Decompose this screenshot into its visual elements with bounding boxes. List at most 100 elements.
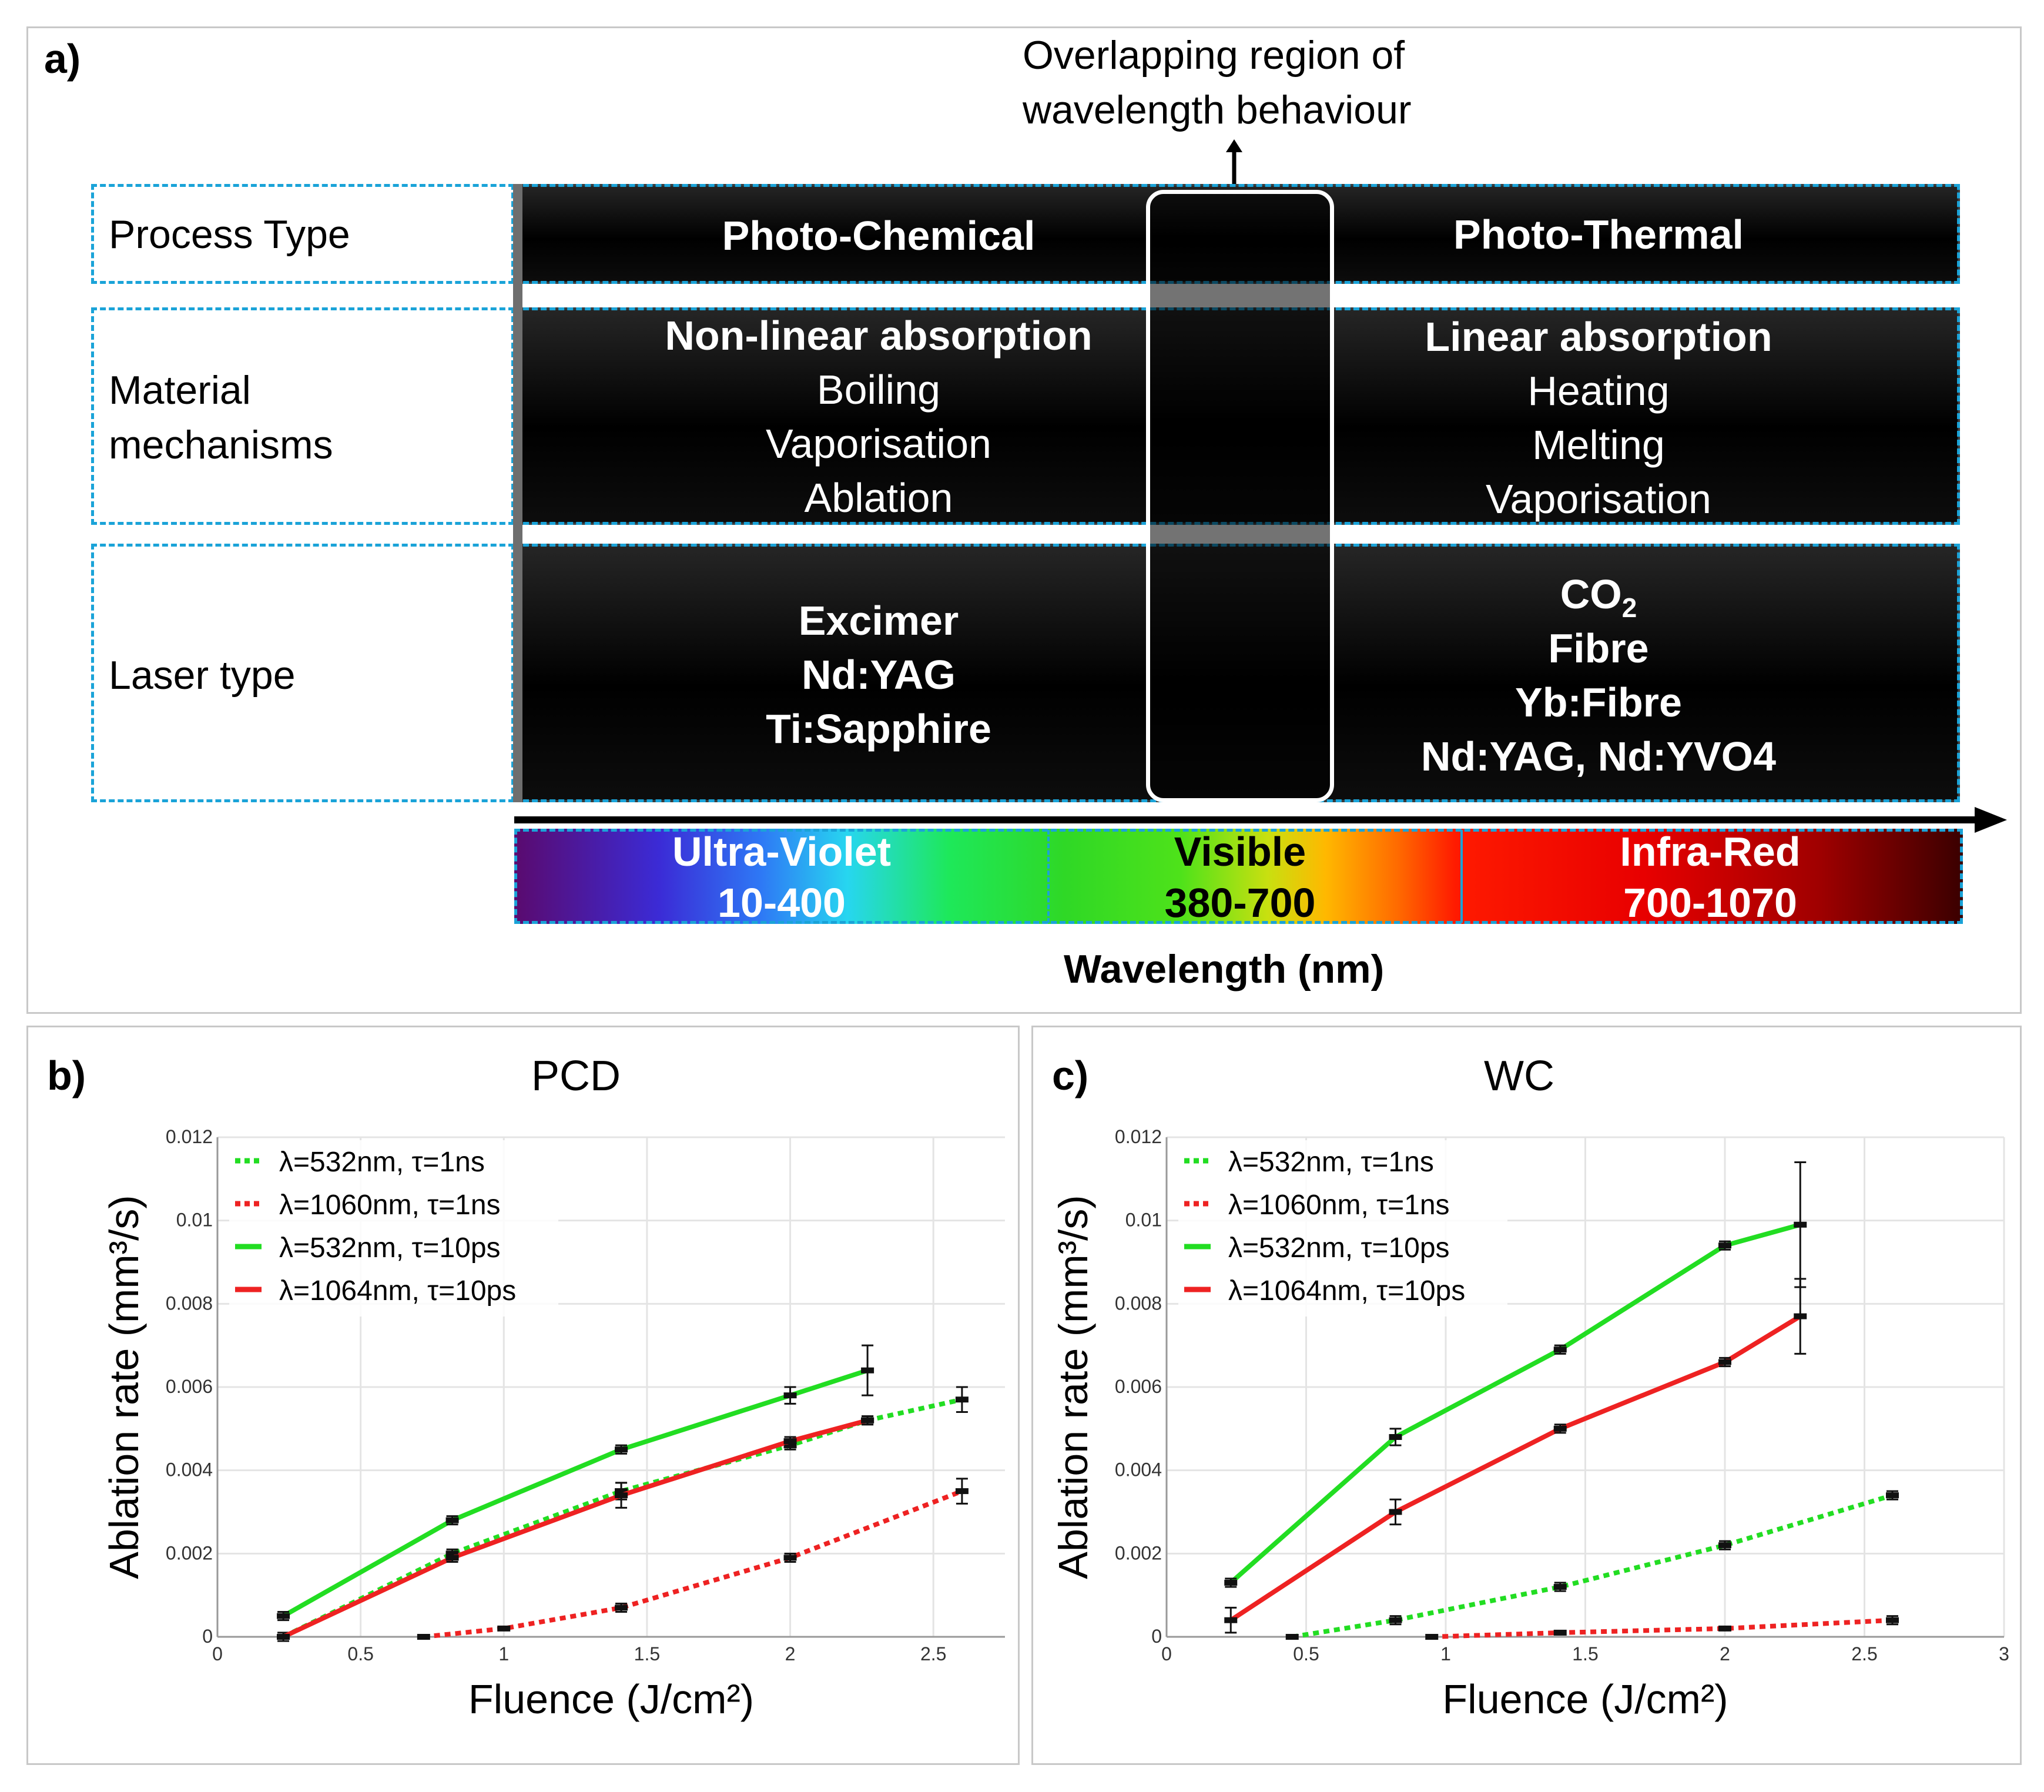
data-point bbox=[1718, 1542, 1731, 1549]
data-point bbox=[1794, 1313, 1807, 1319]
spectrum-ir-name: Infra-Red bbox=[1620, 829, 1801, 875]
mech-right-2: Heating bbox=[1527, 368, 1670, 414]
overlap-arrow bbox=[1226, 139, 1242, 190]
y-tick-label: 0.002 bbox=[1115, 1542, 1162, 1563]
row-label-laser: Laser type bbox=[109, 653, 296, 698]
data-point bbox=[417, 1634, 430, 1640]
series-line bbox=[282, 1368, 869, 1619]
data-point bbox=[1389, 1434, 1402, 1440]
y-tick-label: 0 bbox=[1151, 1626, 1162, 1647]
spectrum-uv-name: Ultra-Violet bbox=[672, 829, 892, 875]
laser-left-1: Excimer bbox=[798, 598, 959, 644]
series-line bbox=[1432, 1617, 1893, 1639]
y-axis-label: Ablation rate (mm³/s) bbox=[1058, 1195, 1096, 1579]
panel-b-letter: b) bbox=[47, 1053, 86, 1098]
data-point bbox=[615, 1446, 628, 1453]
panel-c-title: WC bbox=[1484, 1053, 1554, 1100]
y-tick-label: 0.006 bbox=[166, 1376, 213, 1397]
y-tick-label: 0.008 bbox=[1115, 1292, 1162, 1314]
laser-right-3: Nd:YAG, Nd:YVO4 bbox=[1420, 733, 1777, 779]
y-tick-label: 0.01 bbox=[176, 1210, 213, 1231]
legend-label: λ=1060nm, τ=1ns bbox=[1228, 1190, 1450, 1221]
y-tick-label: 0.008 bbox=[166, 1292, 213, 1314]
data-point bbox=[1718, 1625, 1731, 1632]
x-tick-label: 2 bbox=[785, 1643, 796, 1664]
data-point bbox=[1224, 1617, 1238, 1623]
x-tick-label: 1 bbox=[1440, 1643, 1451, 1664]
series-line bbox=[282, 1397, 963, 1639]
x-tick-label: 1.5 bbox=[634, 1643, 660, 1664]
data-point bbox=[1425, 1634, 1439, 1640]
legend-label: λ=532nm, τ=1ns bbox=[1228, 1147, 1434, 1178]
y-tick-label: 0.004 bbox=[1115, 1459, 1162, 1481]
row-label-mechanisms-2: mechanisms bbox=[109, 423, 333, 467]
data-point bbox=[1224, 1579, 1238, 1586]
data-point bbox=[615, 1605, 628, 1611]
x-tick-label: 2 bbox=[1720, 1643, 1730, 1664]
laser-right-co2-sub: 2 bbox=[1621, 592, 1637, 623]
legend-box bbox=[229, 1140, 558, 1317]
panel-b-title: PCD bbox=[531, 1053, 621, 1100]
spectrum-bar bbox=[514, 829, 1963, 924]
row-label-box-laser bbox=[91, 544, 514, 802]
overlap-label-line2: wavelength behaviour bbox=[1023, 88, 1412, 132]
spectrum-uv-range: 10-400 bbox=[718, 880, 846, 926]
x-tick-label: 0.5 bbox=[347, 1643, 373, 1664]
data-point bbox=[955, 1396, 969, 1403]
process-right: Photo-Thermal bbox=[1453, 212, 1744, 257]
data-point bbox=[1389, 1617, 1402, 1623]
data-point bbox=[445, 1555, 459, 1561]
wavelength-arrow bbox=[514, 807, 2007, 833]
laser-left-3: Ti:Sapphire bbox=[766, 706, 991, 752]
chart-wc: 0 0.5 1 1.5 2 2.5 3 0 0.002 0.004 0.006 0.008 0.01 0.… bbox=[1058, 1126, 2009, 1722]
spectrum-visible-name: Visible bbox=[1174, 829, 1306, 875]
row-label-box-mechanisms bbox=[91, 307, 514, 525]
data-point bbox=[445, 1517, 459, 1523]
data-point bbox=[1553, 1584, 1567, 1590]
y-tick-label: 0 bbox=[202, 1626, 213, 1647]
series-line bbox=[282, 1418, 869, 1639]
series-line bbox=[423, 1489, 963, 1639]
panel-a-letter: a) bbox=[44, 36, 81, 82]
row-label-process: Process Type bbox=[109, 212, 350, 257]
spectrum-visible-range: 380-700 bbox=[1164, 880, 1316, 926]
spectrum-divider-1 bbox=[1047, 830, 1050, 923]
legend-label: λ=1064nm, τ=10ps bbox=[279, 1275, 516, 1307]
series-line bbox=[1292, 1493, 1894, 1639]
laser-right-2: Yb:Fibre bbox=[1515, 679, 1682, 725]
mech-right-1: Linear absorption bbox=[1425, 314, 1772, 360]
y-tick-label: 0.01 bbox=[1125, 1210, 1162, 1231]
data-point bbox=[1553, 1425, 1567, 1432]
x-tick-label: 1 bbox=[498, 1643, 509, 1664]
data-point bbox=[277, 1613, 290, 1619]
x-tick-label: 0.5 bbox=[1293, 1643, 1319, 1664]
spectrum-ir-range: 700-1070 bbox=[1623, 880, 1797, 926]
mech-left-4: Ablation bbox=[804, 475, 953, 521]
y-axis-label: Ablation rate (mm³/s) bbox=[101, 1195, 147, 1579]
data-point bbox=[1718, 1359, 1731, 1365]
x-tick-label: 1.5 bbox=[1572, 1643, 1598, 1664]
series-line bbox=[1229, 1314, 1802, 1623]
data-point bbox=[277, 1634, 290, 1640]
data-point bbox=[1886, 1617, 1899, 1623]
data-point bbox=[861, 1367, 874, 1374]
chart-pcd: 0 0.5 1 1.5 2 2.5 0 0.002 0.004 0.006 0.008 0.01 0.0… bbox=[101, 1126, 1005, 1722]
data-point bbox=[1553, 1629, 1567, 1636]
y-tick-label: 0.012 bbox=[1115, 1126, 1162, 1147]
data-point bbox=[1886, 1492, 1899, 1499]
overlap-label-line1: Overlapping region of bbox=[1023, 33, 1405, 78]
y-tick-label: 0.004 bbox=[166, 1459, 213, 1481]
data-point bbox=[783, 1438, 797, 1445]
data-point bbox=[955, 1488, 969, 1495]
row-label-mechanisms-1: Material bbox=[109, 368, 251, 413]
mech-left-3: Vaporisation bbox=[766, 421, 991, 467]
data-point bbox=[1718, 1242, 1731, 1249]
x-tick-label: 0 bbox=[1161, 1643, 1172, 1664]
data-point bbox=[1285, 1634, 1299, 1640]
x-tick-label: 0 bbox=[212, 1643, 223, 1664]
mech-right-4: Vaporisation bbox=[1486, 476, 1711, 522]
x-tick-label: 2.5 bbox=[920, 1643, 946, 1664]
x-axis-label: Fluence (J/cm²) bbox=[1442, 1676, 1728, 1722]
panel-a-frame bbox=[26, 26, 2022, 1014]
data-point bbox=[783, 1392, 797, 1399]
